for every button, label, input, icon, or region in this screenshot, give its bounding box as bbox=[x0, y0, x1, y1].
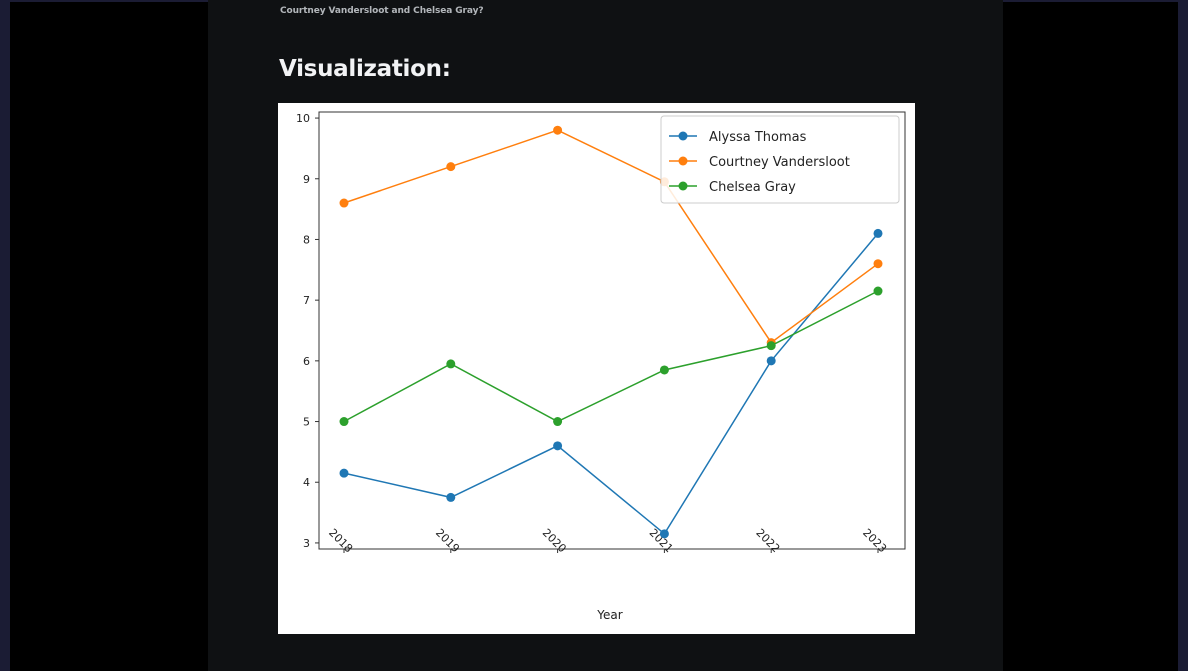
series-line-0 bbox=[343, 232, 879, 535]
data-point bbox=[339, 198, 349, 208]
data-point bbox=[873, 259, 883, 269]
data-point bbox=[659, 365, 669, 375]
y-tick-label: 5 bbox=[303, 416, 310, 429]
data-point bbox=[553, 441, 563, 451]
series-line-2 bbox=[343, 290, 879, 423]
y-tick-label: 3 bbox=[303, 537, 310, 550]
y-tick-label: 6 bbox=[303, 355, 310, 368]
series-line-1 bbox=[343, 129, 879, 344]
legend-box bbox=[660, 115, 900, 204]
y-tick-label: 8 bbox=[303, 233, 310, 246]
visualization-heading: Visualization: bbox=[279, 56, 451, 82]
y-tick-label: 4 bbox=[303, 476, 310, 489]
x-axis-label: Year bbox=[596, 608, 622, 622]
y-tick-label: 9 bbox=[303, 173, 310, 186]
x-tick-label: 2020 bbox=[540, 526, 569, 555]
legend-swatch-marker bbox=[678, 181, 688, 191]
data-point bbox=[446, 492, 456, 502]
data-point bbox=[339, 417, 349, 427]
data-point bbox=[339, 468, 349, 478]
content-column: Courtney Vandersloot and Chelsea Gray? V… bbox=[208, 0, 1003, 671]
data-point bbox=[446, 162, 456, 172]
data-point bbox=[873, 286, 883, 296]
legend-swatch-marker bbox=[678, 156, 688, 166]
x-tick-label: 2023 bbox=[860, 526, 889, 555]
data-point bbox=[659, 529, 669, 539]
data-point bbox=[873, 228, 883, 238]
data-point bbox=[446, 359, 456, 369]
chart-card: 3 4 5 6 7 8 9 10 2018 2019 2020 2021 2022 2023 Year Aly… bbox=[278, 103, 915, 634]
x-tick-label: 2022 bbox=[753, 526, 782, 555]
data-point bbox=[766, 356, 776, 366]
question-text: Courtney Vandersloot and Chelsea Gray? bbox=[280, 6, 484, 16]
legend-entry: Chelsea Gray bbox=[709, 180, 796, 195]
y-tick-label: 7 bbox=[303, 294, 310, 307]
y-tick-label: 10 bbox=[296, 112, 310, 125]
data-point bbox=[553, 125, 563, 135]
data-point bbox=[766, 341, 776, 351]
legend-entry: Courtney Vandersloot bbox=[709, 155, 850, 170]
data-point bbox=[553, 417, 563, 427]
plot-frame bbox=[318, 111, 906, 550]
x-tick-label: 2018 bbox=[326, 526, 355, 555]
x-tick-label: 2019 bbox=[433, 526, 462, 555]
legend-entry: Alyssa Thomas bbox=[709, 130, 807, 145]
legend-swatch-marker bbox=[678, 131, 688, 141]
